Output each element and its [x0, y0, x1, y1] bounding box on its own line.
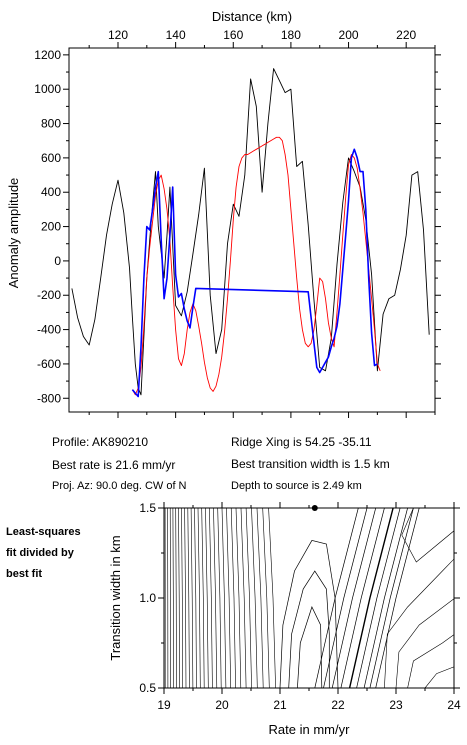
x-axis-title-distance: Distance (km) [212, 9, 292, 24]
contour-chart: 19 20 21 22 23 24 0.5 1.0 1.5 Rate in mm/yr Tran… [108, 501, 461, 737]
fitted-segment-line [131, 148, 378, 398]
contour-line [331, 508, 377, 688]
contour-line [363, 508, 408, 688]
width-tick-label-1: 1.0 [139, 591, 156, 605]
side-label-line-1: Least-squares [6, 526, 81, 538]
y-axis-title-width: Transition width in km [108, 535, 123, 660]
contour-line [209, 508, 213, 688]
contour-line [401, 508, 454, 563]
y-axis-title-amplitude: Anomaly amplitude [6, 178, 21, 289]
profile-series [71, 68, 430, 398]
contour-line [235, 508, 242, 688]
y-tick-label-0: 0 [54, 254, 61, 268]
contour-line [217, 508, 222, 688]
contour-line [356, 508, 401, 688]
contour-line [197, 508, 201, 688]
y-tick-label-1200: 1200 [34, 48, 61, 62]
x-tick-label-220: 220 [396, 28, 416, 42]
info-ridge-xing: Ridge Xing is 54.25 -35.11 [231, 435, 372, 449]
rate-tick-label-22: 22 [331, 698, 345, 712]
contour-line [213, 508, 218, 688]
info-best-rate: Best rate is 21.6 mm/yr [52, 458, 175, 472]
y-tick-label--600: -600 [37, 357, 61, 371]
contour-line [375, 508, 420, 688]
contour-line [194, 508, 197, 688]
rate-tick-label-19: 19 [157, 698, 171, 712]
info-depth: Depth to source is 2.49 km [231, 480, 362, 492]
width-tick-label-1.5: 1.5 [139, 501, 156, 515]
x-tick-label-120: 120 [108, 28, 128, 42]
contour-ticks: 19 20 21 22 23 24 0.5 1.0 1.5 [139, 501, 461, 712]
info-transition-width: Best transition width is 1.5 km [231, 457, 390, 471]
x-tick-label-140: 140 [166, 28, 186, 42]
contour-line [323, 508, 368, 688]
y-tick-label-600: 600 [41, 151, 61, 165]
observed-profile-line [71, 68, 430, 396]
y-tick-label--800: -800 [37, 391, 61, 405]
contour-line [395, 598, 454, 688]
y-tick-label-400: 400 [41, 185, 61, 199]
rate-tick-label-21: 21 [273, 698, 287, 712]
contour-line [245, 508, 252, 688]
contour-line [407, 634, 454, 688]
x-tick-label-160: 160 [223, 28, 243, 42]
contour-line [181, 508, 183, 688]
contour-line [221, 508, 227, 688]
model-profile-line [132, 136, 381, 396]
contour-line [369, 508, 414, 688]
contour-line [240, 508, 247, 688]
contour-line [175, 508, 177, 688]
side-label-line-3: best fit [6, 568, 42, 580]
contour-line [348, 508, 394, 688]
contour-line [297, 606, 323, 688]
y-tick-label-200: 200 [41, 220, 61, 234]
x-axis-title-rate: Rate in mm/yr [269, 722, 351, 737]
contour-line [230, 508, 236, 688]
contour-line [190, 508, 194, 688]
contour-line [201, 508, 205, 688]
rate-tick-label-20: 20 [215, 698, 229, 712]
contour-line [251, 508, 258, 688]
contour-line [314, 508, 359, 688]
contour-line [268, 508, 276, 688]
contour-line [288, 570, 330, 688]
rate-tick-label-23: 23 [389, 698, 403, 712]
info-proj-az: Proj. Az: 90.0 deg. CW of N [52, 480, 187, 492]
y-tick-label-1000: 1000 [34, 82, 61, 96]
y-tick-label--200: -200 [37, 288, 61, 302]
contour-line [340, 508, 385, 688]
contour-line [384, 558, 454, 688]
profile-plot-frame [68, 47, 436, 413]
profile-ticks: 120 140 160 180 200 220 -800 -600 -400 -200 0 200 40… [34, 28, 441, 418]
y-tick-label--400: -400 [37, 323, 61, 337]
contour-line [205, 508, 209, 688]
contour-line [184, 508, 187, 688]
y-tick-label-800: 800 [41, 117, 61, 131]
contour-line [226, 508, 231, 688]
info-panel: Profile: AK890210 Best rate is 21.6 mm/y… [52, 435, 390, 492]
contour-line [262, 508, 270, 688]
x-tick-label-200: 200 [339, 28, 359, 42]
best-fit-marker [311, 505, 318, 511]
contour-line [178, 508, 180, 688]
width-tick-label-0.5: 0.5 [139, 681, 156, 695]
contour-line [172, 508, 174, 688]
x-tick-label-180: 180 [281, 28, 301, 42]
contour-line [424, 666, 454, 688]
side-label: Least-squares fit divided by best fit [6, 526, 81, 580]
contour-line [187, 508, 190, 688]
contour-lines [164, 508, 454, 688]
rate-tick-label-24: 24 [447, 698, 461, 712]
info-profile: Profile: AK890210 [52, 435, 148, 449]
profile-chart: 120 140 160 180 200 220 -800 -600 -400 -200 0 200 40… [6, 9, 441, 418]
side-label-line-2: fit divided by [6, 547, 75, 559]
contour-line [256, 508, 264, 688]
